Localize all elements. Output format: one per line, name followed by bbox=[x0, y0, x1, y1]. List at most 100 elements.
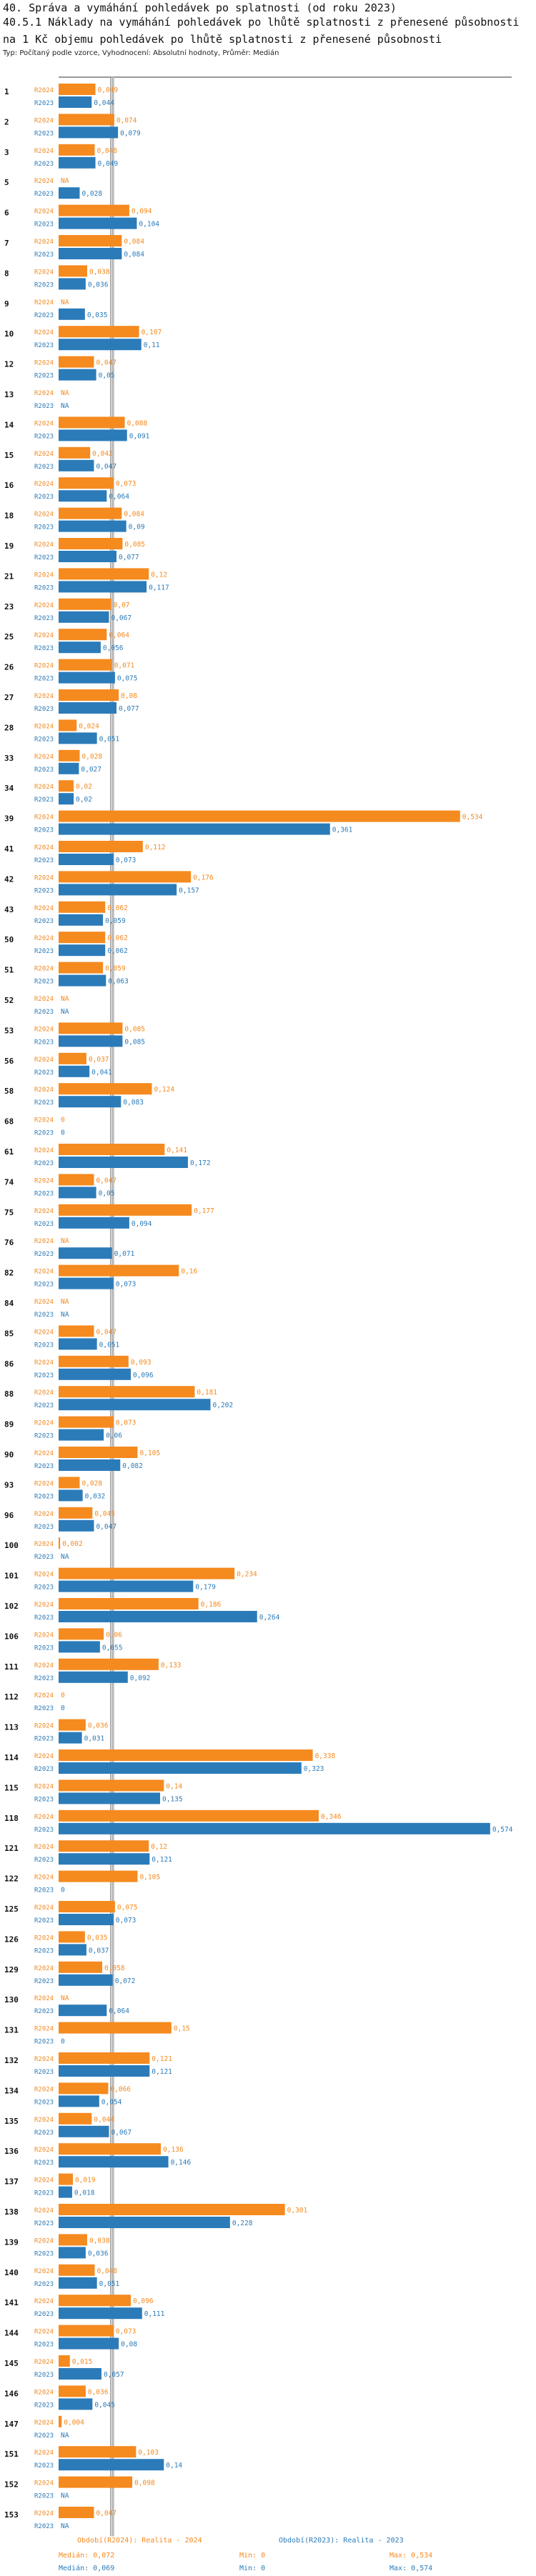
value-label-r2023: 0,111 bbox=[144, 2310, 165, 2318]
row-label: 5 bbox=[4, 178, 9, 187]
row-label: 100 bbox=[4, 1541, 19, 1550]
value-label-r2024: 0,12 bbox=[151, 571, 167, 579]
bar-r2023 bbox=[59, 1459, 121, 1471]
value-label-r2023: 0,067 bbox=[111, 2129, 131, 2137]
series-label-r2023: R2023 bbox=[34, 2069, 54, 2076]
value-label-r2023: 0,05 bbox=[99, 372, 115, 380]
value-label-r2024: 0,02 bbox=[76, 783, 92, 791]
series-label-r2024: R2024 bbox=[34, 1874, 54, 1882]
series-label-r2023: R2023 bbox=[34, 1099, 54, 1107]
series-label-r2024: R2024 bbox=[34, 1299, 54, 1306]
value-label-r2023: 0,073 bbox=[116, 857, 137, 864]
row-label: 21 bbox=[4, 571, 14, 581]
value-label-r2023: 0,121 bbox=[152, 1856, 172, 1864]
bar-r2024 bbox=[59, 2143, 162, 2155]
bar-r2024 bbox=[59, 265, 87, 277]
value-label-r2024: 0,047 bbox=[96, 2510, 116, 2517]
bar-r2024 bbox=[59, 2355, 70, 2367]
value-label-r2023: 0,062 bbox=[107, 947, 128, 955]
bar-r2023 bbox=[59, 126, 119, 139]
value-label-r2024: NA bbox=[61, 177, 69, 185]
series-label-r2023: R2023 bbox=[34, 676, 54, 683]
series-label-r2023: R2023 bbox=[34, 857, 54, 864]
bar-r2024 bbox=[59, 1052, 86, 1064]
series-label-r2024: R2024 bbox=[34, 2086, 54, 2093]
value-label-r2024: 0,044 bbox=[94, 2116, 114, 2124]
series-label-r2023: R2023 bbox=[34, 1372, 54, 1379]
bar-r2024 bbox=[59, 2112, 92, 2125]
value-label-r2024: NA bbox=[61, 389, 69, 397]
row-label: 147 bbox=[4, 2420, 19, 2429]
series-label-r2024: R2024 bbox=[34, 2177, 54, 2185]
row-label: 23 bbox=[4, 602, 14, 611]
row-label: 14 bbox=[4, 420, 14, 429]
value-label-r2024: 0,346 bbox=[321, 1813, 342, 1821]
series-label-r2024: R2024 bbox=[34, 1177, 54, 1184]
row-label: 28 bbox=[4, 723, 14, 732]
value-label-r2023: 0,054 bbox=[101, 2098, 122, 2106]
bar-r2024 bbox=[59, 2173, 73, 2185]
series-label-r2024: R2024 bbox=[34, 2268, 54, 2275]
series-label-r2024: R2024 bbox=[34, 1662, 54, 1669]
row-label: 122 bbox=[4, 1874, 19, 1884]
value-label-r2023: NA bbox=[61, 402, 69, 410]
series-label-r2023: R2023 bbox=[34, 100, 54, 107]
value-label-r2024: 0,105 bbox=[139, 1449, 160, 1457]
series-label-r2024: R2024 bbox=[34, 1753, 54, 1760]
series-label-r2023: R2023 bbox=[34, 2372, 54, 2379]
bar-r2023 bbox=[59, 1096, 121, 1108]
bar-r2023 bbox=[59, 1217, 129, 1229]
value-label-r2023: 0,036 bbox=[88, 2250, 109, 2257]
bar-r2023 bbox=[59, 1944, 86, 1956]
series-label-r2023: R2023 bbox=[34, 979, 54, 986]
value-label-r2023: 0 bbox=[61, 1887, 65, 1894]
bar-r2024 bbox=[59, 446, 91, 459]
bar-r2024 bbox=[59, 1628, 104, 1640]
bar-r2023 bbox=[59, 1732, 82, 1744]
row-label: 132 bbox=[4, 2056, 19, 2065]
value-label-r2023: 0,05 bbox=[99, 1189, 115, 1197]
bar-r2023 bbox=[59, 2398, 93, 2410]
value-label-r2023: 0,172 bbox=[190, 1159, 211, 1167]
value-label-r2023: NA bbox=[61, 1008, 69, 1016]
value-label-r2023: 0,085 bbox=[124, 1038, 145, 1046]
row-label: 74 bbox=[4, 1177, 14, 1187]
row-label: 85 bbox=[4, 1329, 14, 1338]
bar-r2024 bbox=[59, 749, 80, 762]
series-label-r2024: R2024 bbox=[34, 2117, 54, 2124]
series-label-r2023: R2023 bbox=[34, 1705, 54, 1712]
value-label-r2024: 0,062 bbox=[107, 904, 128, 912]
series-label-r2023: R2023 bbox=[34, 1463, 54, 1470]
value-label-r2024: 0,234 bbox=[237, 1571, 257, 1579]
series-label-r2024: R2024 bbox=[34, 1602, 54, 1609]
value-label-r2023: NA bbox=[61, 2522, 69, 2530]
row-label: 146 bbox=[4, 2389, 19, 2398]
series-label-r2024: R2024 bbox=[34, 239, 54, 246]
bar-r2023 bbox=[59, 308, 85, 320]
series-label-r2023: R2023 bbox=[34, 1644, 54, 1652]
value-label-r2023: 0 bbox=[61, 1704, 65, 1712]
value-label-r2023: 0,044 bbox=[94, 99, 114, 107]
series-label-r2023: R2023 bbox=[34, 1917, 54, 1924]
value-label-r2023: 0,071 bbox=[114, 1250, 135, 1258]
value-label-r2024: 0,042 bbox=[92, 450, 113, 458]
bar-r2024 bbox=[59, 2264, 95, 2276]
series-label-r2024: R2024 bbox=[34, 2237, 54, 2245]
value-label-r2023: 0,096 bbox=[133, 1372, 154, 1379]
series-label-r2023: R2023 bbox=[34, 1614, 54, 1622]
bar-r2023 bbox=[59, 1822, 490, 1834]
series-label-r2023: R2023 bbox=[34, 1978, 54, 1985]
series-label-r2024: R2024 bbox=[34, 571, 54, 579]
value-label-r2024: 0,06 bbox=[106, 1631, 122, 1639]
bar-r2024 bbox=[59, 1779, 164, 1792]
bar-r2024 bbox=[59, 1537, 61, 1549]
value-label-r2024: 0,066 bbox=[110, 2085, 131, 2093]
series-label-r2023: R2023 bbox=[34, 312, 54, 319]
row-label: 56 bbox=[4, 1057, 14, 1066]
value-label-r2023: 0,049 bbox=[98, 160, 119, 168]
bar-r2023 bbox=[59, 1247, 112, 1259]
series-label-r2024: R2024 bbox=[34, 209, 54, 216]
row-label: 90 bbox=[4, 1450, 14, 1459]
bar-r2024 bbox=[59, 2052, 150, 2064]
bar-r2023 bbox=[59, 96, 92, 108]
